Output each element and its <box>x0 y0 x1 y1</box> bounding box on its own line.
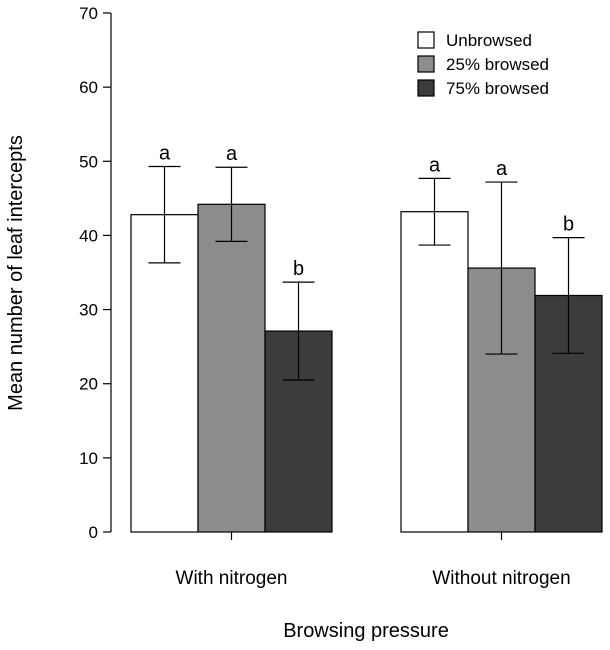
legend-item-75pct-browsed: 75% browsed <box>417 79 549 98</box>
y-tick-label-30: 30 <box>79 301 98 320</box>
legend: Unbrowsed 25% browsed 75% browsed <box>417 31 549 98</box>
legend-item-25pct-browsed: 25% browsed <box>417 55 549 74</box>
y-tick-label-70: 70 <box>79 4 98 23</box>
legend-swatch-25pct-browsed <box>417 55 435 73</box>
bar-unbrowsed-with-nitrogen <box>130 214 199 533</box>
legend-swatch-75pct-browsed <box>417 79 435 97</box>
error-bar-25pct-browsed-without-nitrogen <box>485 181 518 355</box>
error-bar-75pct-browsed-without-nitrogen <box>552 237 585 354</box>
significance-label-75pct-browsed-with-nitrogen: b <box>293 258 304 280</box>
bars-group <box>130 203 603 533</box>
significance-label-unbrowsed-with-nitrogen: a <box>159 142 171 164</box>
error-bar-unbrowsed-without-nitrogen <box>418 177 451 246</box>
significance-label-25pct-browsed-with-nitrogen: a <box>226 143 238 165</box>
legend-swatch-unbrowsed <box>417 31 435 49</box>
x-tick-label-without-nitrogen: Without nitrogen <box>432 568 570 589</box>
significance-label-75pct-browsed-without-nitrogen: b <box>563 214 574 236</box>
y-axis: 0 10 20 30 40 50 60 70 <box>79 4 112 542</box>
x-tick-label-with-nitrogen: With nitrogen <box>176 568 288 589</box>
y-tick-label-10: 10 <box>79 449 98 468</box>
y-tick-label-50: 50 <box>79 152 98 171</box>
y-tick-label-0: 0 <box>89 523 98 542</box>
x-axis: With nitrogen Without nitrogen <box>176 532 571 589</box>
x-axis-title: Browsing pressure <box>283 620 449 642</box>
legend-label-25pct-browsed: 25% browsed <box>446 55 549 74</box>
y-tick-label-20: 20 <box>79 375 98 394</box>
error-bar-25pct-browsed-with-nitrogen <box>215 166 248 242</box>
bar-unbrowsed-without-nitrogen <box>400 211 469 533</box>
y-tick-label-60: 60 <box>79 78 98 97</box>
error-bars-group <box>148 165 585 381</box>
legend-item-unbrowsed: Unbrowsed <box>417 31 532 50</box>
error-bar-75pct-browsed-with-nitrogen <box>282 281 315 381</box>
significance-labels-group: a a a a b b <box>159 142 574 280</box>
legend-label-unbrowsed: Unbrowsed <box>446 31 532 50</box>
y-axis-title: Mean number of leaf intercepts <box>5 135 27 411</box>
significance-label-25pct-browsed-without-nitrogen: a <box>496 158 508 180</box>
significance-label-unbrowsed-without-nitrogen: a <box>429 154 441 176</box>
y-tick-label-40: 40 <box>79 226 98 245</box>
legend-label-75pct-browsed: 75% browsed <box>446 79 549 98</box>
bar-25pct-browsed-with-nitrogen <box>197 203 266 533</box>
error-bar-unbrowsed-with-nitrogen <box>148 165 181 264</box>
